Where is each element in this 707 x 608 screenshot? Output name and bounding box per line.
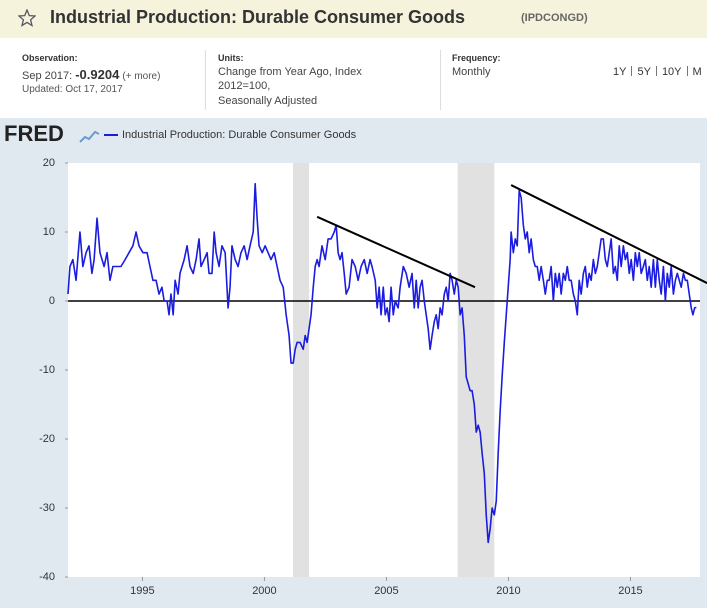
logo: FRED [4, 121, 64, 146]
star-icon[interactable] [18, 9, 36, 27]
frequency: Monthly [452, 66, 491, 78]
series-line [67, 182, 697, 544]
x-tick-label: 1995 [130, 585, 154, 597]
divider [205, 50, 206, 110]
recession-shade [457, 163, 495, 577]
range-link[interactable]: M [692, 66, 702, 78]
range-link[interactable]: 5Y [637, 66, 651, 78]
legend-label: Industrial Production: Durable Consumer … [122, 129, 357, 141]
trend-annotation [510, 184, 707, 284]
range-link[interactable]: 10Y [661, 66, 682, 78]
units-line: 2012=100, [218, 80, 271, 92]
observation-date: Sep 2017: [22, 70, 73, 82]
divider [440, 50, 441, 110]
more-link[interactable]: (+ more) [122, 71, 161, 82]
units-line: Seasonally Adjusted [218, 95, 318, 107]
series-title: Industrial Production: Durable Consumer … [50, 7, 466, 27]
y-tick-label: 20 [43, 157, 55, 169]
range-links: 1Y 5Y 10Y M [613, 62, 702, 80]
trend-annotation [316, 215, 476, 289]
y-tick-label: -20 [39, 433, 55, 445]
x-tick-label: 2000 [252, 585, 276, 597]
units-line: Change from Year Ago, Index [218, 66, 362, 78]
y-tick-label: -30 [39, 502, 55, 514]
observation-value: -0.9204 [75, 67, 120, 82]
separator [655, 66, 657, 76]
x-tick-label: 2010 [496, 585, 520, 597]
recession-shade [292, 163, 310, 577]
x-tick-label: 2005 [374, 585, 398, 597]
y-tick-label: -40 [39, 571, 55, 583]
updated: Updated: Oct 17, 2017 [22, 84, 123, 95]
range-link[interactable]: 1Y [613, 66, 627, 78]
y-tick-label: -10 [39, 364, 55, 376]
separator [631, 66, 633, 76]
x-tick-label: 2015 [618, 585, 642, 597]
series-id: (IPDCONGD) [521, 12, 588, 24]
observation: Sep 2017: -0.9204 (+ more) [22, 67, 160, 82]
logo-icon [79, 130, 100, 143]
frequency-label: Frequency: [452, 53, 501, 63]
y-tick-label: 10 [43, 226, 55, 238]
observation-label: Observation: [22, 53, 78, 63]
plot-area [68, 163, 700, 577]
units-label: Units: [218, 53, 244, 63]
separator [686, 66, 688, 76]
y-tick-label: 0 [49, 295, 55, 307]
chart: FRED Industrial Production: Durable Cons… [0, 118, 707, 608]
title-bar: Industrial Production: Durable Consumer … [0, 0, 707, 38]
